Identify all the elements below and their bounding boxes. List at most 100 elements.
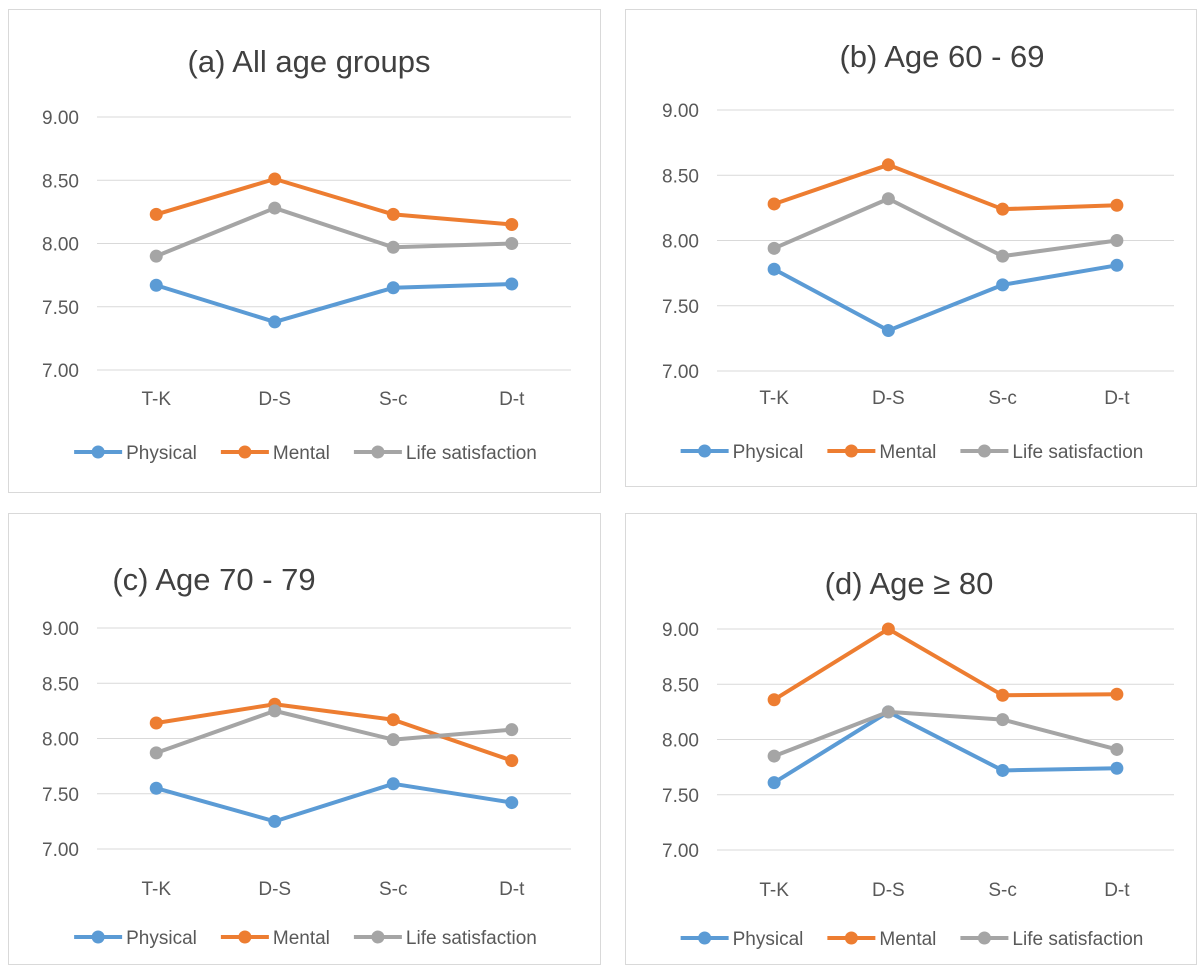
legend-swatch-marker (371, 445, 385, 459)
x-tick-label: T-K (141, 879, 171, 900)
data-point-mental (996, 202, 1010, 216)
line-chart: (a) All age groups 9.00 8.50 8.00 7.50 7.00 T-… (42, 44, 571, 464)
legend-swatch-marker (371, 930, 385, 944)
x-tick-label: T-K (759, 388, 789, 409)
chart-title: (c) Age 70 - 79 (112, 562, 315, 597)
legend-item-mental: Mental (220, 928, 330, 949)
y-tick-label: 7.00 (662, 362, 699, 383)
data-point-mental (767, 197, 781, 211)
y-tick-label: 8.50 (42, 674, 79, 695)
y-tick-label: 9.00 (662, 101, 699, 122)
x-tick-label: T-K (141, 389, 171, 410)
data-point-physical (505, 796, 519, 810)
data-point-life (881, 705, 895, 719)
data-point-mental (386, 713, 400, 727)
x-tick-label: D-S (872, 388, 905, 409)
legend-item-mental: Mental (220, 443, 330, 464)
data-point-physical (268, 814, 282, 828)
chart-title: (d) Age ≥ 80 (825, 566, 994, 601)
x-tick-label: D-S (258, 389, 291, 410)
data-point-mental (881, 158, 895, 172)
data-point-physical (767, 262, 781, 276)
legend-item-physical: Physical (74, 443, 197, 464)
legend-swatch-marker (844, 931, 858, 945)
series-line-life (773, 709, 1118, 758)
line-chart: (d) Age ≥ 80 9.00 8.50 8.00 7.50 7.00 T-K D-S S-… (662, 566, 1174, 950)
legend-label: Physical (126, 928, 197, 949)
legend-swatch-marker (91, 930, 105, 944)
data-point-life (505, 723, 519, 737)
data-point-physical (1110, 761, 1124, 775)
data-point-physical (386, 777, 400, 791)
x-tick-label: D-S (872, 880, 905, 901)
data-point-mental (767, 693, 781, 707)
data-point-life (996, 713, 1010, 727)
legend-label: Life satisfaction (406, 928, 537, 949)
x-tick-label: D-S (258, 879, 291, 900)
legend-label: Life satisfaction (406, 443, 537, 464)
legend-label: Life satisfaction (1012, 442, 1143, 463)
legend: Physical Mental Life satisfaction (74, 443, 537, 464)
data-point-mental (1110, 687, 1124, 701)
legend-label: Physical (733, 442, 804, 463)
y-tick-label: 8.00 (42, 730, 79, 751)
data-point-life (505, 237, 519, 250)
data-point-physical (881, 324, 895, 338)
y-tick-label: 9.00 (662, 620, 699, 641)
chart-title: (a) All age groups (188, 44, 431, 79)
data-point-life (767, 749, 781, 763)
chart-panel-d: (d) Age ≥ 80 9.00 8.50 8.00 7.50 7.00 T-K D-S S-… (625, 513, 1197, 965)
legend-item-physical: Physical (680, 442, 804, 463)
chart-panel-b: (b) Age 60 - 69 9.00 8.50 8.00 7.50 7.00 T-K D-… (625, 9, 1197, 487)
data-point-physical (149, 278, 163, 292)
legend-item-physical: Physical (74, 928, 197, 949)
legend-item-life: Life satisfaction (353, 443, 537, 464)
data-point-physical (996, 763, 1010, 777)
data-point-life (149, 746, 163, 760)
legend-label: Mental (273, 443, 330, 464)
y-tick-label: 7.50 (662, 786, 699, 807)
series-line-life (155, 708, 512, 755)
x-tick-label: T-K (759, 880, 789, 901)
y-tick-label: 8.00 (662, 232, 699, 253)
line-chart: (b) Age 60 - 69 9.00 8.50 8.00 7.50 7.00 T-K D-… (662, 39, 1174, 463)
series-line-physical (773, 709, 1117, 785)
legend-label: Mental (879, 929, 936, 950)
y-tick-label: 8.00 (662, 731, 699, 752)
legend-item-life: Life satisfaction (353, 928, 537, 949)
x-tick-label: D-t (1104, 388, 1130, 409)
legend-swatch-marker (844, 444, 858, 458)
series-line-mental (155, 176, 512, 227)
data-point-life (767, 241, 781, 255)
data-point-physical (386, 281, 400, 295)
data-point-mental (881, 622, 895, 636)
y-tick-label: 7.00 (662, 841, 699, 862)
chart-panel-c: (c) Age 70 - 79 9.00 8.50 8.00 7.50 7.00 T-K D-… (8, 513, 601, 965)
data-point-life (268, 704, 282, 718)
data-point-life (268, 201, 282, 215)
series-line-physical (155, 781, 513, 824)
y-tick-label: 7.50 (662, 297, 699, 318)
data-point-life (386, 733, 400, 747)
legend: Physical Mental Life satisfaction (680, 442, 1143, 463)
data-point-mental (1110, 198, 1124, 212)
legend-swatch-marker (977, 444, 991, 458)
legend: Physical Mental Life satisfaction (74, 928, 537, 949)
legend-swatch-marker (698, 931, 712, 945)
data-point-mental (149, 207, 163, 221)
series-line-mental (773, 627, 1117, 702)
data-point-physical (149, 781, 163, 795)
y-tick-label: 7.50 (42, 785, 79, 806)
data-point-mental (268, 172, 282, 186)
y-tick-label: 9.00 (42, 619, 79, 640)
x-tick-label: S-c (988, 880, 1017, 901)
line-chart: (c) Age 70 - 79 9.00 8.50 8.00 7.50 7.00 T-K D-… (42, 562, 571, 949)
data-point-physical (505, 277, 519, 291)
y-tick-label: 7.00 (42, 361, 79, 382)
y-tick-label: 8.50 (662, 675, 699, 696)
y-tick-label: 8.50 (42, 171, 79, 192)
data-point-life (1110, 742, 1124, 756)
legend-swatch-marker (977, 931, 991, 945)
series-line-mental (773, 162, 1117, 212)
y-tick-label: 8.50 (662, 166, 699, 187)
